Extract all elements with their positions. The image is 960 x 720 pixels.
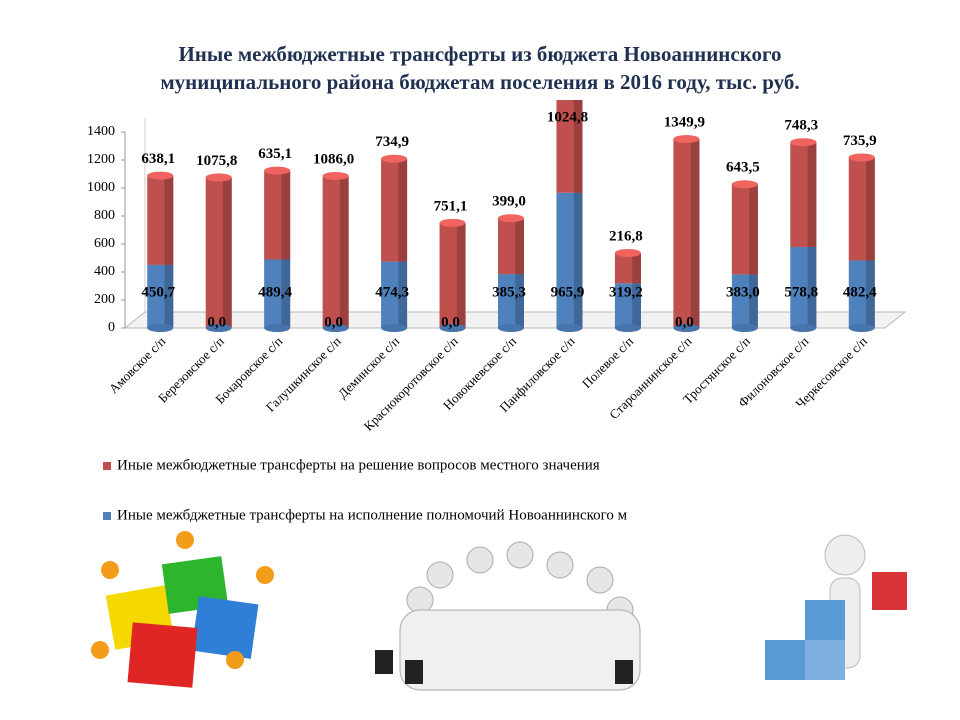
- x-tick-label: Амовское с/п: [106, 334, 169, 397]
- bar-top: [731, 180, 758, 189]
- bar-shade: [807, 142, 817, 247]
- bar-shade: [339, 175, 349, 328]
- x-tick-label: Полевое с/п: [579, 334, 636, 391]
- value-label: 216,8: [609, 228, 643, 244]
- title-line: Иные межбюджетные трансферты из бюджета …: [178, 42, 782, 66]
- bar-bottom: [731, 324, 758, 332]
- bar-bottom: [381, 324, 408, 332]
- y-tick-label: 400: [94, 264, 115, 279]
- bar-shade: [632, 283, 641, 328]
- value-label: 0,0: [675, 314, 694, 330]
- bar-shade: [573, 192, 583, 328]
- value-label: 385,3: [492, 284, 526, 300]
- bar-bottom: [439, 324, 466, 332]
- bar-top: [673, 135, 700, 144]
- bar-shade: [456, 222, 466, 328]
- bar-top: [147, 171, 174, 180]
- legend-label: Иные межбджетные трансферты на исполнени…: [117, 507, 628, 523]
- bar-top: [848, 153, 875, 162]
- value-label: 638,1: [141, 151, 175, 167]
- value-label: 1075,8: [196, 153, 237, 169]
- value-label: 0,0: [441, 314, 460, 330]
- bar-top: [439, 218, 466, 227]
- legend-swatch: [103, 512, 111, 520]
- value-label: 450,7: [141, 284, 175, 300]
- bar-top: [381, 154, 408, 163]
- value-label: 0,0: [207, 314, 226, 330]
- bar-shade: [749, 184, 758, 275]
- bar-bottom: [205, 324, 232, 332]
- value-label: 482,4: [843, 284, 877, 300]
- value-label: 751,1: [434, 198, 468, 214]
- bar-top: [556, 45, 582, 53]
- bar-shade: [749, 274, 758, 328]
- legend-swatch: [103, 462, 111, 470]
- bar-bottom: [147, 324, 174, 332]
- puzzle-decoration: [91, 531, 274, 688]
- value-label: 383,0: [726, 284, 760, 300]
- bar-shade: [632, 252, 641, 284]
- bar-top: [322, 171, 349, 180]
- bar-shade: [866, 260, 875, 328]
- bar-shade: [515, 274, 524, 328]
- bar-shade: [398, 158, 408, 262]
- value-label: 643,5: [726, 160, 760, 176]
- bar-shade: [398, 261, 408, 328]
- value-label: 1024,8: [547, 109, 588, 125]
- value-label: 578,8: [784, 284, 818, 300]
- y-tick-label: 1200: [87, 152, 115, 167]
- title-line: муниципального района бюджетам поселения…: [160, 70, 800, 94]
- value-label: 489,4: [258, 284, 292, 300]
- legend: Иные межбюджетные трансферты на решение …: [103, 457, 628, 523]
- value-label: 399,0: [492, 194, 526, 210]
- bar-shade: [164, 175, 174, 265]
- bar-bottom: [498, 324, 524, 332]
- bar-shade: [515, 218, 524, 275]
- y-tick-label: 1400: [87, 124, 115, 139]
- bar-bottom: [790, 324, 817, 332]
- chart-title: Иные межбюджетные трансферты из бюджета …: [60, 40, 900, 96]
- bar-bottom: [614, 324, 641, 332]
- y-tick-label: 200: [94, 292, 115, 307]
- figure-decoration: [765, 534, 907, 680]
- y-tick-label: 800: [94, 208, 115, 223]
- value-label: 734,9: [375, 134, 409, 150]
- people-decoration: [375, 541, 641, 691]
- value-label: 1349,9: [664, 114, 705, 130]
- value-label: 748,3: [784, 118, 818, 134]
- bar-bottom: [322, 324, 349, 332]
- y-tick-label: 0: [108, 320, 115, 335]
- bar-shade: [223, 177, 232, 328]
- bar-top: [790, 138, 817, 147]
- bar-top: [614, 248, 641, 257]
- bar-top: [498, 214, 524, 223]
- bar-shade: [281, 259, 291, 328]
- bar-shade: [807, 246, 817, 328]
- value-label: 0,0: [324, 314, 343, 330]
- bar-shade: [690, 139, 700, 328]
- value-label: 735,9: [843, 133, 877, 149]
- bar-shade: [281, 170, 291, 260]
- bar-shade: [866, 157, 875, 261]
- bars: [147, 45, 875, 332]
- bar-bottom: [556, 324, 583, 332]
- legend-label: Иные межбюджетные трансферты на решение …: [117, 457, 600, 473]
- y-tick-label: 1000: [87, 180, 115, 195]
- bar-top: [205, 173, 232, 182]
- bar-shade: [164, 264, 174, 328]
- bar-shade: [573, 100, 583, 193]
- y-tick-label: 600: [94, 236, 115, 251]
- bar-bottom: [264, 324, 291, 332]
- value-label: 319,2: [609, 284, 643, 300]
- value-label: 474,3: [375, 284, 409, 300]
- bar-top: [264, 166, 291, 175]
- value-label: 965,9: [551, 284, 585, 300]
- value-label: 1086,0: [313, 151, 354, 167]
- bar-bottom: [848, 324, 875, 332]
- value-label: 635,1: [258, 146, 292, 162]
- bar-bottom: [673, 324, 700, 332]
